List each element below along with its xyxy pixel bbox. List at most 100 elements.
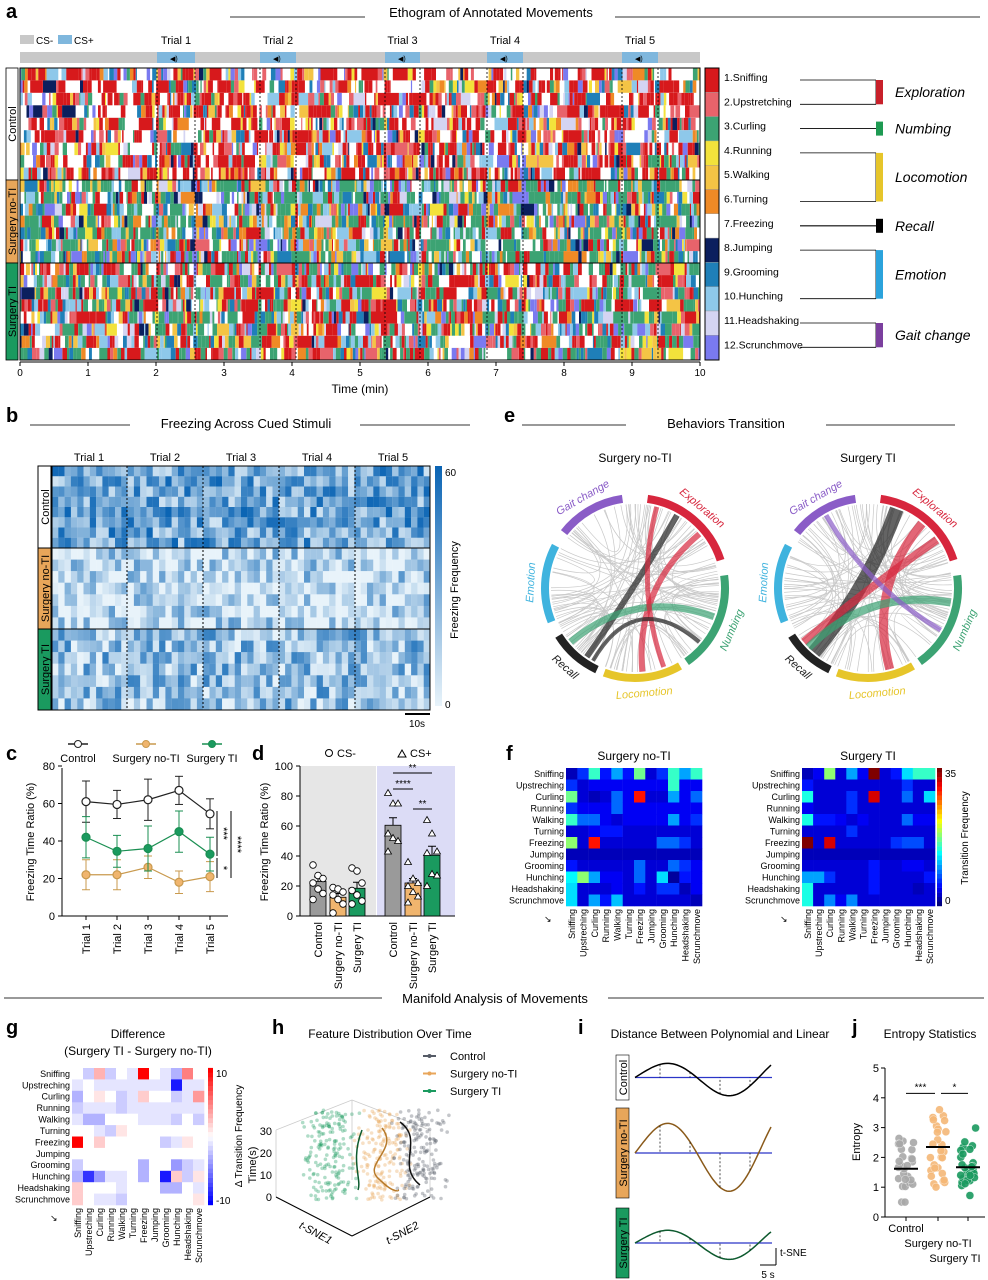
ethogram-segment <box>668 155 670 168</box>
ethogram-segment <box>218 287 224 300</box>
ethogram-group-frame <box>19 262 701 361</box>
ethogram-segment <box>555 167 557 180</box>
heatmap-cell <box>146 486 153 497</box>
ethogram-segment <box>161 167 163 180</box>
ethogram-segment <box>457 105 461 118</box>
ethogram-segment <box>261 167 265 180</box>
heatmap-cell <box>247 594 254 607</box>
ethogram-segment <box>24 215 30 228</box>
ethogram-segment <box>666 203 671 216</box>
ethogram-segment <box>108 167 113 180</box>
ethogram-segment <box>80 227 86 240</box>
ethogram-segment <box>616 287 620 300</box>
ethogram-segment <box>409 347 414 360</box>
ethogram-segment <box>112 203 115 216</box>
ethogram-segment <box>161 142 166 156</box>
heatmap-cell <box>96 629 103 641</box>
ethogram-segment <box>503 287 506 300</box>
heatmap-cell <box>209 486 216 497</box>
ethogram-segment <box>693 203 697 216</box>
ethogram-segment <box>81 299 84 312</box>
ethogram-segment <box>95 215 98 228</box>
ethogram-segment <box>404 203 410 216</box>
ethogram-segment <box>565 191 568 204</box>
ethogram-segment <box>365 105 370 118</box>
ethogram-segment <box>677 117 680 131</box>
ethogram-segment <box>134 130 137 143</box>
ethogram-segment <box>479 167 485 180</box>
ethogram-segment <box>530 323 532 336</box>
ethogram-segment <box>513 335 517 348</box>
ethogram-segment <box>615 239 619 252</box>
ethogram-segment <box>401 335 405 348</box>
ethogram-segment <box>514 215 520 228</box>
ethogram-segment <box>352 287 357 300</box>
ethogram-segment <box>376 275 381 288</box>
ethogram-segment <box>335 105 338 118</box>
ethogram-segment <box>463 299 466 312</box>
ethogram-segment <box>182 203 185 216</box>
ethogram-segment <box>533 117 536 131</box>
ethogram-segment <box>653 191 665 204</box>
ethogram-segment <box>386 142 391 156</box>
ethogram-segment <box>440 191 445 204</box>
heatmap-cell <box>341 466 349 477</box>
ethogram-segment <box>168 287 171 300</box>
panel-e-title: Behaviors Transition <box>667 416 785 431</box>
heatmap-cell <box>335 571 342 583</box>
ethogram-segment <box>257 167 262 180</box>
ethogram-segment <box>228 335 233 348</box>
ethogram-segment <box>345 311 350 324</box>
ethogram-segment <box>389 323 395 336</box>
heatmap-cell <box>115 582 122 595</box>
ethogram-segment <box>130 68 134 81</box>
ethogram-segment <box>337 335 342 348</box>
ethogram-segment <box>566 323 571 336</box>
ethogram-segment <box>322 287 326 300</box>
heatmap-cell <box>322 466 330 477</box>
ethogram-segment <box>374 105 377 118</box>
ethogram-segment <box>543 142 546 156</box>
ethogram-segment <box>402 263 408 276</box>
ethogram-segment <box>371 142 374 156</box>
ethogram-segment <box>577 80 583 93</box>
trial-label: Trial 2 <box>150 452 180 464</box>
ethogram-segment <box>142 275 147 288</box>
ethogram-segment <box>520 203 534 216</box>
ethogram-segment <box>500 227 505 240</box>
ethogram-segment <box>261 215 264 228</box>
ethogram-segment <box>265 275 271 288</box>
ethogram-segment <box>200 347 206 360</box>
ethogram-segment <box>24 239 28 252</box>
ethogram-segment <box>655 263 671 276</box>
heatmap-cell <box>228 527 235 538</box>
heatmap-cell <box>259 617 267 630</box>
ethogram-segment <box>155 155 157 168</box>
ethogram-segment <box>656 142 661 156</box>
ethogram-segment <box>647 275 653 288</box>
heatmap-cell <box>196 517 204 528</box>
ethogram-segment <box>144 335 148 348</box>
ethogram-segment <box>450 167 455 180</box>
ethogram-segment <box>238 251 241 263</box>
ethogram-segment <box>428 263 433 276</box>
ethogram-segment <box>183 92 185 106</box>
ethogram-segment <box>649 299 662 312</box>
ethogram-segment <box>347 130 362 143</box>
ethogram-segment <box>526 80 529 93</box>
ethogram-segment <box>144 299 159 312</box>
ethogram-segment <box>431 68 436 81</box>
ethogram-segment <box>298 239 303 252</box>
ethogram-segment <box>90 203 94 216</box>
ethogram-segment <box>413 142 417 156</box>
ethogram-segment <box>89 68 92 81</box>
ethogram-segment <box>569 167 574 180</box>
ethogram-segment <box>392 130 397 143</box>
ethogram-segment <box>457 191 461 204</box>
ethogram-segment <box>270 155 273 168</box>
ethogram-segment <box>536 215 540 228</box>
ethogram-segment <box>453 263 455 276</box>
ethogram-segment <box>452 80 457 93</box>
ethogram-segment <box>205 227 209 240</box>
ethogram-segment <box>185 239 187 252</box>
